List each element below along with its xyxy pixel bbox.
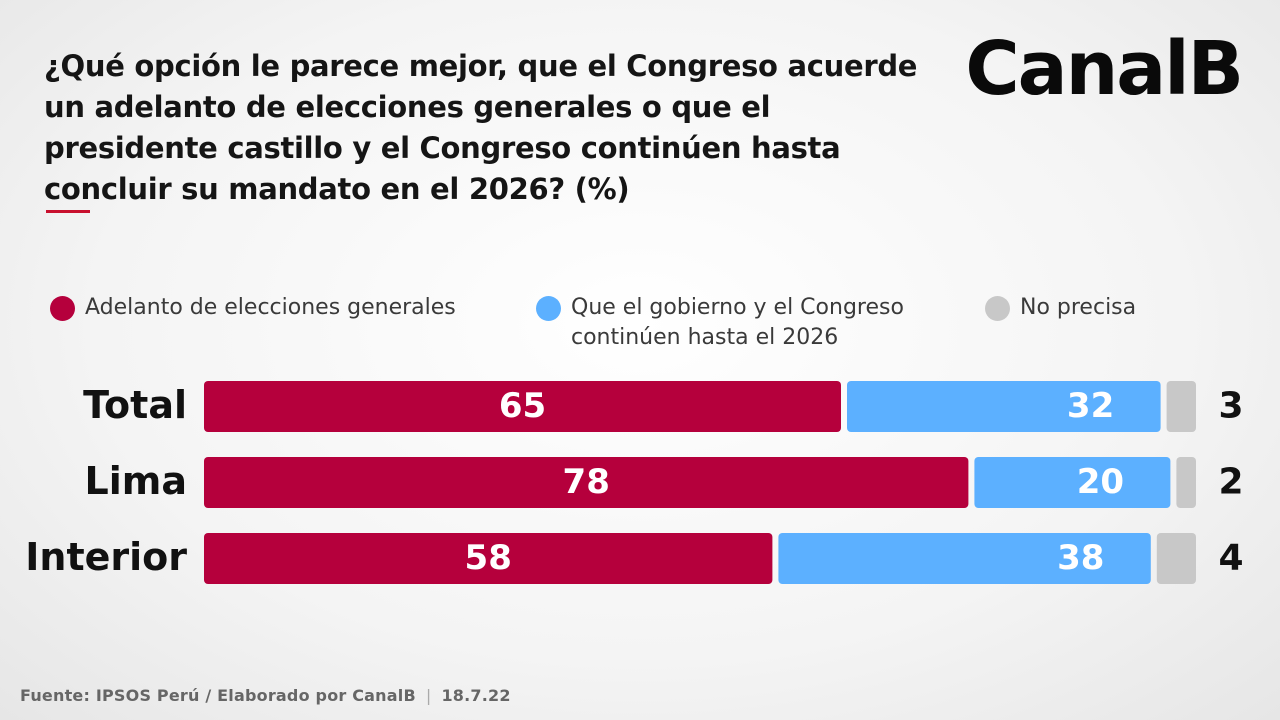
legend-item-continuen: Que el gobierno y el Congreso continúen … bbox=[536, 293, 971, 353]
legend-label-no-precisa: No precisa bbox=[1020, 295, 1137, 320]
bar-total-adelanto bbox=[204, 381, 841, 432]
data-label-interior-continuen: 38 bbox=[1057, 538, 1104, 578]
footer-source: Fuente: IPSOS Perú / Elaborado por Canal… bbox=[20, 686, 416, 705]
data-label-total-continuen: 32 bbox=[1067, 386, 1114, 426]
chart-title: ¿Qué opción le parece mejor, que el Cong… bbox=[44, 49, 918, 206]
bar-interior-continuen bbox=[778, 533, 1151, 584]
data-label-interior-adelanto: 58 bbox=[465, 538, 512, 578]
legend-label-adelanto: Adelanto de elecciones generales bbox=[85, 295, 456, 320]
legend-item-no-precisa: No precisa bbox=[985, 293, 1220, 323]
data-label-lima-adelanto: 78 bbox=[563, 462, 610, 502]
legend-item-adelanto: Adelanto de elecciones generales bbox=[50, 293, 505, 323]
legend-swatch-continuen bbox=[536, 296, 561, 321]
footer: Fuente: IPSOS Perú / Elaborado por Canal… bbox=[20, 686, 511, 705]
legend: Adelanto de elecciones generales Que el … bbox=[50, 293, 1250, 353]
canalb-logo: CanalB bbox=[965, 26, 1244, 112]
data-label-interior-no-precisa: 4 bbox=[1218, 538, 1243, 579]
category-label-total: Total bbox=[83, 383, 187, 427]
bar-interior-no-precisa bbox=[1156, 533, 1196, 584]
data-label-total-no-precisa: 3 bbox=[1218, 386, 1243, 427]
legend-label-continuen: Que el gobierno y el Congreso continúen … bbox=[571, 295, 904, 350]
footer-separator: | bbox=[425, 686, 432, 705]
category-label-interior: Interior bbox=[25, 535, 187, 579]
bar-total-continuen bbox=[847, 381, 1161, 432]
bar-interior-adelanto bbox=[204, 533, 773, 584]
data-label-lima-continuen: 20 bbox=[1077, 462, 1124, 502]
bar-lima-continuen bbox=[974, 457, 1171, 508]
bar-lima-adelanto bbox=[204, 457, 969, 508]
bar-total-no-precisa bbox=[1166, 381, 1196, 432]
legend-swatch-no-precisa bbox=[985, 296, 1010, 321]
bar-lima-no-precisa bbox=[1176, 457, 1196, 508]
legend-swatch-adelanto bbox=[50, 296, 75, 321]
footer-date: 18.7.22 bbox=[441, 686, 511, 705]
title-accent-line bbox=[46, 210, 90, 213]
data-label-total-adelanto: 65 bbox=[499, 386, 546, 426]
category-label-lima: Lima bbox=[85, 459, 187, 503]
data-label-lima-no-precisa: 2 bbox=[1218, 462, 1243, 503]
